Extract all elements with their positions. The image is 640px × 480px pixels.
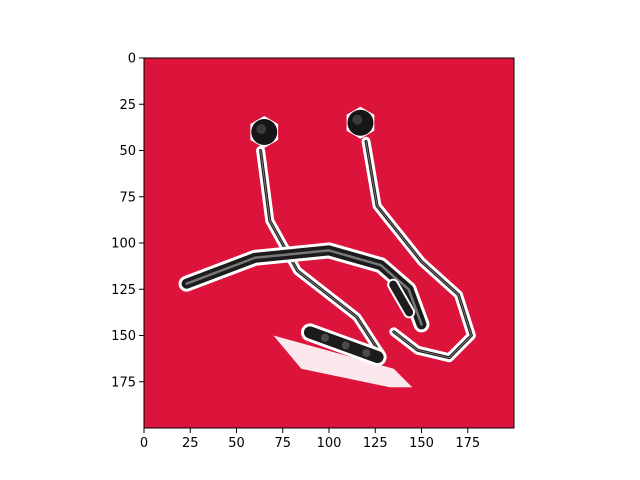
y-tick-label: 75	[119, 190, 136, 205]
neckband	[178, 242, 430, 333]
y-tick-label: 125	[111, 283, 136, 298]
right-pod	[387, 278, 416, 319]
y-tick-label: 150	[111, 329, 136, 344]
shadow-patch	[273, 335, 413, 388]
y-tick-label: 25	[119, 98, 136, 113]
image-content	[178, 106, 476, 388]
x-tick-label: 175	[455, 436, 480, 451]
y-tick-label: 175	[111, 375, 136, 390]
right-cable	[361, 136, 476, 363]
x-tick-label: 125	[363, 436, 388, 451]
y-tick-label: 100	[111, 237, 136, 252]
x-tick-label: 150	[409, 436, 434, 451]
x-axis: 0 25 50 75 100 125 150 175	[140, 428, 480, 451]
control-pod	[300, 323, 387, 367]
left-earbud	[250, 116, 279, 148]
y-tick-label: 0	[128, 52, 136, 67]
y-axis: 0 25 50 75 100 125 150 175	[111, 52, 144, 390]
x-tick-label: 50	[228, 436, 245, 451]
x-tick-label: 0	[140, 436, 148, 451]
x-tick-label: 25	[182, 436, 199, 451]
left-cable	[256, 146, 386, 359]
right-earbud	[346, 106, 375, 139]
x-tick-label: 75	[274, 436, 291, 451]
y-tick-label: 50	[119, 144, 136, 159]
x-tick-label: 100	[317, 436, 342, 451]
